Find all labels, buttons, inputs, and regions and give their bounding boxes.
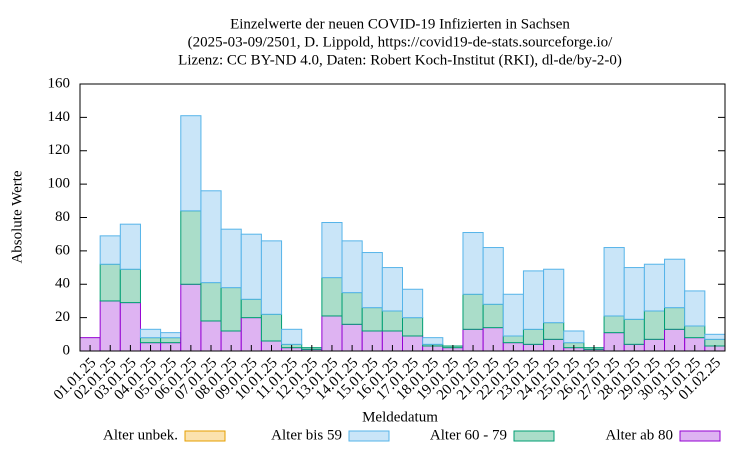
title-line: Einzelwerte der neuen COVID-19 Infiziert… bbox=[230, 16, 570, 32]
bar-segment bbox=[361, 252, 383, 309]
bar-segment bbox=[119, 302, 141, 352]
bar-segment bbox=[200, 282, 222, 322]
bar-segment bbox=[139, 337, 162, 344]
bar-segment bbox=[522, 328, 545, 345]
bar-segment bbox=[502, 293, 524, 337]
bar-segment bbox=[603, 247, 625, 317]
legend-label: Alter bis 59 bbox=[271, 427, 342, 443]
y-tick-label: 0 bbox=[63, 342, 71, 358]
legend-label: Alter ab 80 bbox=[606, 427, 673, 443]
title-line: Lizenz: CC BY-ND 4.0, Daten: Robert Koch… bbox=[178, 52, 622, 68]
bar-segment bbox=[543, 268, 565, 324]
bar-segment bbox=[119, 268, 141, 304]
y-tick-label: 80 bbox=[55, 209, 70, 225]
bar-segment bbox=[522, 270, 545, 330]
bar-segment bbox=[623, 318, 645, 345]
bar-segment bbox=[462, 293, 484, 330]
plot-frame bbox=[79, 83, 726, 352]
bar-segment bbox=[180, 210, 202, 285]
bar-segment bbox=[664, 307, 686, 330]
bar-segment bbox=[462, 232, 484, 295]
x-axis-label: Meldedatum bbox=[362, 409, 438, 425]
y-tick-label: 120 bbox=[48, 142, 71, 158]
y-tick-label: 140 bbox=[48, 109, 71, 125]
bar-segment bbox=[361, 307, 383, 332]
bar-segment bbox=[260, 313, 283, 342]
bar-segment bbox=[482, 247, 504, 305]
bar-segment bbox=[422, 337, 444, 345]
legend-label: Alter 60 - 79 bbox=[430, 427, 507, 443]
bar-segment bbox=[240, 298, 262, 319]
bar-segment bbox=[482, 303, 504, 329]
bar-segment bbox=[220, 228, 242, 289]
legend-label: Alter unbek. bbox=[103, 427, 178, 443]
bar-segment bbox=[220, 287, 242, 332]
bar-segment bbox=[664, 258, 686, 309]
bar-segment bbox=[402, 288, 424, 319]
legend-swatch bbox=[348, 430, 390, 442]
bar-segment bbox=[99, 300, 121, 352]
y-axis-label: Absolute Werte bbox=[9, 170, 25, 263]
bar-segment bbox=[160, 332, 182, 339]
bar-segment bbox=[563, 330, 585, 344]
bar-segment bbox=[684, 290, 706, 327]
bar-segment bbox=[643, 310, 666, 340]
bar-segment bbox=[402, 317, 424, 337]
bar-segment bbox=[99, 263, 121, 302]
bar-segment bbox=[99, 235, 121, 265]
y-tick-label: 100 bbox=[48, 176, 71, 192]
bar-segment bbox=[704, 338, 726, 347]
bar-segment bbox=[603, 315, 625, 334]
bar-segment bbox=[180, 115, 202, 212]
bar-segment bbox=[260, 240, 283, 315]
bar-segment bbox=[341, 240, 363, 294]
bar-segment bbox=[180, 283, 202, 352]
bar-segment bbox=[119, 223, 141, 270]
bar-segment bbox=[281, 328, 303, 345]
y-tick-label: 20 bbox=[55, 309, 70, 325]
bar-segment bbox=[341, 292, 363, 325]
bar-segment bbox=[502, 335, 524, 344]
legend-swatch bbox=[513, 430, 555, 442]
bar-segment bbox=[381, 267, 403, 312]
bar-segment bbox=[240, 233, 262, 300]
bar-segment bbox=[643, 263, 666, 312]
bar-segment bbox=[684, 325, 706, 339]
y-tick-label: 60 bbox=[55, 242, 70, 258]
title-line: (2025-03-09/2501, D. Lippold, https://co… bbox=[188, 34, 613, 50]
bar-segment bbox=[321, 222, 343, 279]
y-tick-label: 160 bbox=[48, 75, 71, 91]
y-tick-label: 40 bbox=[55, 276, 70, 292]
bar-segment bbox=[160, 337, 182, 344]
bar-segment bbox=[381, 310, 403, 332]
legend-swatch bbox=[679, 430, 721, 442]
bar-segment bbox=[704, 333, 726, 340]
bar-segment bbox=[321, 277, 343, 317]
bar-segment bbox=[139, 328, 162, 339]
legend-swatch bbox=[184, 430, 226, 442]
bar-segment bbox=[200, 190, 222, 284]
bar-segment bbox=[623, 267, 645, 320]
bar-segment bbox=[543, 322, 565, 340]
